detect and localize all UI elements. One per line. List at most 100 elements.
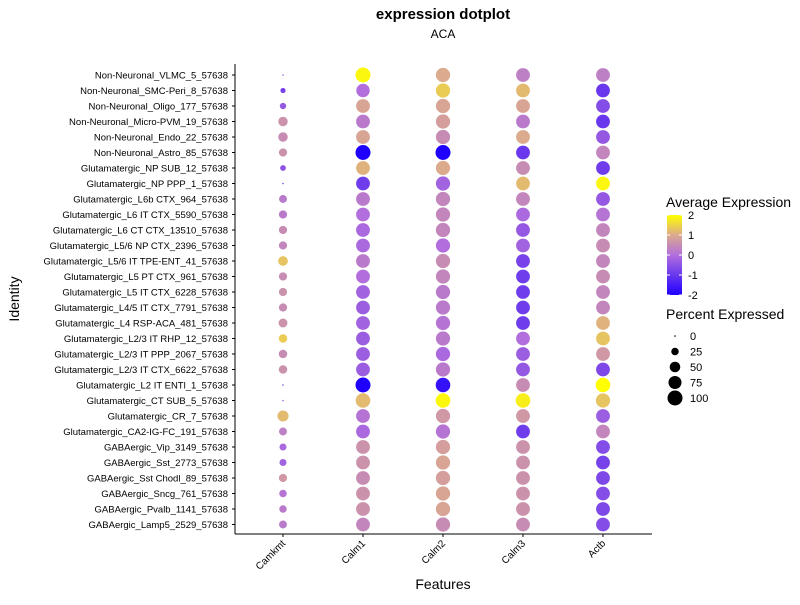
dot: [435, 486, 451, 501]
dot: [516, 486, 530, 501]
chart-title: expression dotplot: [376, 6, 510, 23]
y-tick-label: GABAergic_Pvalb_1141_57638: [95, 505, 228, 516]
dot: [356, 331, 370, 346]
dot: [282, 399, 284, 402]
dot: [356, 176, 370, 191]
dot: [435, 238, 451, 253]
dot: [356, 455, 370, 470]
dot: [516, 378, 530, 392]
dot: [596, 130, 610, 144]
y-tick-label: GABAergic_Lamp5_2529_57638: [89, 520, 228, 531]
dot: [435, 393, 451, 408]
dot: [356, 409, 370, 423]
dot: [596, 254, 610, 268]
dot: [516, 145, 530, 160]
x-tick-labels: Camkmt Calm1 Calm2 Calm3 Actb: [254, 534, 608, 572]
dot: [355, 377, 371, 393]
dot: [516, 223, 530, 237]
y-tick-label: GABAergic_Sst Chodl_89_57638: [87, 474, 228, 485]
y-tick-label: Glutamatergic_L2 IT ENTl_1_57638: [76, 381, 228, 392]
size-legend-title: Percent Expressed: [666, 306, 784, 322]
dot: [435, 191, 451, 207]
dot: [596, 269, 610, 284]
y-tick-label: Non-Neuronal_Astro_85_57638: [94, 148, 228, 159]
color-legend-label: -1: [688, 270, 698, 282]
dot: [516, 285, 530, 299]
y-tick-label: Glutamatergic_NP SUB_12_57638: [81, 164, 228, 175]
dot: [356, 424, 370, 439]
dots-layer: [277, 67, 611, 532]
dot: [356, 502, 370, 516]
dot: [356, 300, 370, 315]
dot: [595, 393, 611, 408]
dot: [596, 192, 610, 206]
x-tick-label: Camkmt: [254, 538, 288, 572]
dot: [279, 489, 287, 498]
dot: [435, 83, 451, 98]
dot: [356, 223, 370, 237]
dot: [278, 272, 288, 281]
y-tick-label: GABAergic_Vip_3149_57638: [104, 443, 228, 454]
dot: [278, 365, 288, 374]
dot: [516, 238, 530, 253]
dot: [596, 114, 610, 129]
dot: [435, 424, 451, 439]
dot: [596, 440, 610, 454]
y-tick-label: Glutamatergic_CT SUB_5_57638: [87, 396, 228, 407]
dot: [278, 256, 288, 266]
dot: [516, 176, 530, 191]
dot: [516, 347, 530, 361]
dot: [435, 114, 451, 129]
dot: [435, 253, 451, 269]
dot: [278, 225, 288, 235]
dot: [516, 83, 530, 98]
dot: [596, 471, 610, 485]
y-tick-label: Glutamatergic_L5 PT CTX_961_57638: [64, 272, 228, 283]
dot: [516, 455, 530, 470]
dot: [356, 316, 370, 330]
dot: [435, 501, 451, 517]
dot: [435, 346, 451, 362]
x-tick-label: Calm1: [340, 538, 369, 567]
y-tick-label: Glutamatergic_NP PPP_1_57638: [87, 179, 228, 190]
y-tick-label: GABAergic_Sncg_761_57638: [101, 489, 228, 500]
dot: [278, 303, 288, 312]
dot: [435, 160, 451, 176]
dot: [596, 238, 610, 253]
dot: [356, 83, 370, 98]
dot: [596, 362, 610, 377]
y-axis-label: Identity: [6, 276, 22, 321]
dot: [356, 269, 370, 284]
dot: [277, 410, 289, 422]
dot: [282, 384, 284, 386]
dot: [278, 473, 288, 483]
dot: [435, 377, 451, 393]
dot: [516, 99, 530, 113]
dot: [516, 331, 530, 346]
dot: [596, 455, 610, 470]
dot: [516, 300, 530, 315]
y-tick-label: Glutamatergic_L6 CT CTX_13510_57638: [53, 226, 228, 237]
dot: [278, 318, 288, 328]
dot: [355, 145, 371, 160]
dot: [356, 114, 370, 129]
dot: [516, 114, 530, 129]
dot: [596, 68, 610, 82]
y-tick-label: Non-Neuronal_VLMC_5_57638: [95, 71, 228, 82]
dot: [435, 98, 451, 114]
dot: [356, 161, 370, 175]
dot: [435, 455, 451, 470]
dot: [516, 161, 530, 175]
y-tick-label: Glutamatergic_L4/5 IT CTX_7791_57638: [54, 303, 228, 314]
dot: [435, 439, 451, 455]
size-legend-label: 50: [690, 362, 702, 374]
color-legend-label: 0: [688, 250, 694, 262]
color-legend-label: -2: [688, 290, 698, 302]
y-tick-label: Non-Neuronal_Micro-PVM_19_57638: [69, 117, 228, 128]
size-legend-label: 100: [690, 393, 708, 405]
dot: [516, 440, 530, 454]
size-legend-label: 25: [690, 347, 702, 359]
dot: [596, 347, 610, 361]
dot: [435, 284, 451, 300]
